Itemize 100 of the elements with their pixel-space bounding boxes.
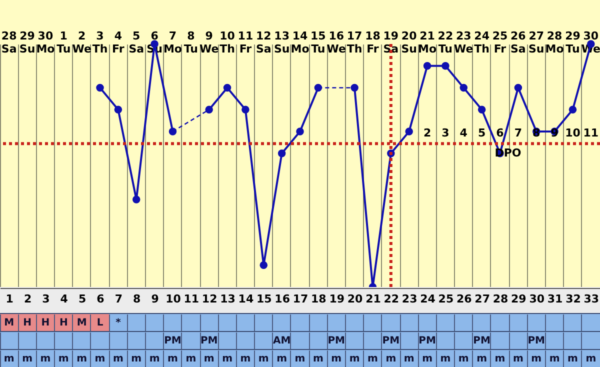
category-label: m	[76, 354, 88, 364]
x-tick-label: 5 Sa	[128, 30, 144, 56]
category-label: m	[204, 354, 214, 364]
category-label: m	[131, 354, 142, 364]
x-tick-label: 24 Th	[474, 30, 490, 56]
x-tick-label: 14 Mo	[290, 30, 310, 56]
x-tick-label: 30 Mo	[36, 30, 56, 56]
x2-tick-label: 13	[220, 292, 236, 306]
category-label: m	[386, 354, 396, 364]
x2-tick-label: 17	[292, 292, 308, 306]
x2-tick-label: 20	[347, 292, 364, 306]
category-label: PM	[418, 336, 436, 346]
annotation: 5	[478, 126, 486, 140]
category-label: PM	[200, 336, 218, 346]
x-tick-label: 21 Mo	[418, 30, 437, 56]
annotation: 11	[583, 126, 599, 140]
x-tick-label: 29 Su	[19, 30, 36, 56]
category-label: m	[549, 354, 560, 364]
category-label: m	[186, 354, 196, 364]
x-tick-label: 23 We	[454, 30, 474, 56]
category-label: m	[368, 354, 378, 364]
x2-tick-label: 7	[114, 292, 123, 306]
category-label: L	[96, 318, 104, 328]
category-label: PM	[528, 336, 546, 346]
category-label: m	[168, 354, 178, 364]
x2-tick-label: 26	[456, 292, 472, 306]
category-label: PM	[382, 336, 400, 346]
x-tick-label: 7 Mo	[163, 30, 182, 56]
x2-tick-label: 28	[492, 292, 508, 306]
category-label: m	[349, 354, 360, 364]
x-tick-label: 29 Tu	[565, 30, 580, 56]
x-tick-label: 22 Tu	[438, 30, 454, 56]
x2-tick-label: 22	[384, 292, 400, 306]
x-tick-label: 2 We	[72, 30, 92, 56]
category-label: *	[116, 318, 122, 328]
x2-tick-label: 19	[329, 292, 345, 306]
x-tick-label: 25 Fr	[492, 30, 508, 56]
category-label: m	[112, 354, 124, 364]
x2-tick-label: 23	[402, 292, 418, 306]
annotation: 7	[514, 126, 522, 140]
x-tick-label: 17 Th	[346, 30, 362, 56]
x-tick-label: 10 Th	[220, 30, 236, 56]
category-label: PM	[164, 336, 182, 346]
x-tick-label: 11 Fr	[238, 30, 254, 56]
x2-tick-label: 25	[438, 292, 454, 306]
category-label: m	[331, 354, 342, 364]
x2-tick-label: 12	[202, 292, 218, 306]
x2-tick-label: 31	[547, 292, 563, 306]
annotation: 2	[423, 126, 432, 140]
category-label: m	[458, 354, 469, 364]
category-label: m	[58, 354, 69, 364]
annotation: 3	[442, 126, 450, 140]
category-label: m	[531, 354, 542, 364]
x2-tick-label: 30	[529, 292, 545, 306]
x-tick-label: 12 Sa	[256, 30, 272, 56]
x2-tick-label: 4	[60, 292, 68, 306]
category-label: m	[476, 354, 488, 364]
x2-tick-label: 6	[96, 292, 105, 306]
category-label: M	[76, 318, 87, 328]
category-label: m	[240, 354, 251, 364]
x-tick-label: 26 Sa	[510, 30, 526, 56]
x2-tick-label: 33	[584, 292, 600, 306]
x-tick-label: 4 Fr	[112, 30, 125, 56]
category-label: m	[4, 354, 14, 364]
x2-tick-label: 21	[366, 292, 381, 306]
category-label: m	[222, 354, 232, 364]
x2-tick-label: 11	[184, 292, 200, 306]
x2-tick-label: 32	[566, 292, 581, 306]
category-label: H	[59, 318, 68, 328]
x-tick-label: 9 We	[199, 30, 219, 56]
annotation: 10	[565, 126, 581, 140]
category-label: m	[586, 354, 596, 364]
category-label: m	[276, 354, 288, 364]
x2-tick-label: 24	[420, 292, 436, 306]
x2-tick-label: 29	[511, 292, 526, 306]
x2-tick-label: 2	[24, 292, 32, 306]
category-label: m	[149, 354, 160, 364]
x-tick-label: 28 Mo	[545, 30, 564, 56]
x-tick-label: 27 Su	[528, 30, 544, 56]
category-label: m	[294, 354, 306, 364]
x2-tick-label: 14	[238, 292, 254, 306]
x-tick-label: 28 Sa	[1, 30, 17, 56]
category-label: m	[568, 354, 578, 364]
category-label: m	[440, 354, 451, 364]
category-label: M	[4, 318, 14, 328]
category-label: H	[41, 318, 50, 328]
x-tick-label: 20 Su	[401, 30, 418, 56]
x2-tick-label: 5	[78, 292, 86, 306]
category-label: PM	[473, 336, 491, 346]
x2-tick-label: 16	[274, 292, 290, 306]
x2-tick-label: 3	[42, 292, 50, 306]
x-tick-label: 18 Fr	[365, 30, 380, 56]
category-label: m	[312, 354, 324, 364]
category-label: m	[22, 354, 32, 364]
category-label: AM	[272, 336, 291, 346]
x-tick-label: 19 Sa	[383, 30, 399, 56]
annotation: 4	[460, 126, 468, 140]
x-tick-label: 3 Th	[92, 30, 108, 56]
x2-tick-label: 18	[311, 292, 326, 306]
x2-tick-label: 10	[166, 292, 182, 306]
